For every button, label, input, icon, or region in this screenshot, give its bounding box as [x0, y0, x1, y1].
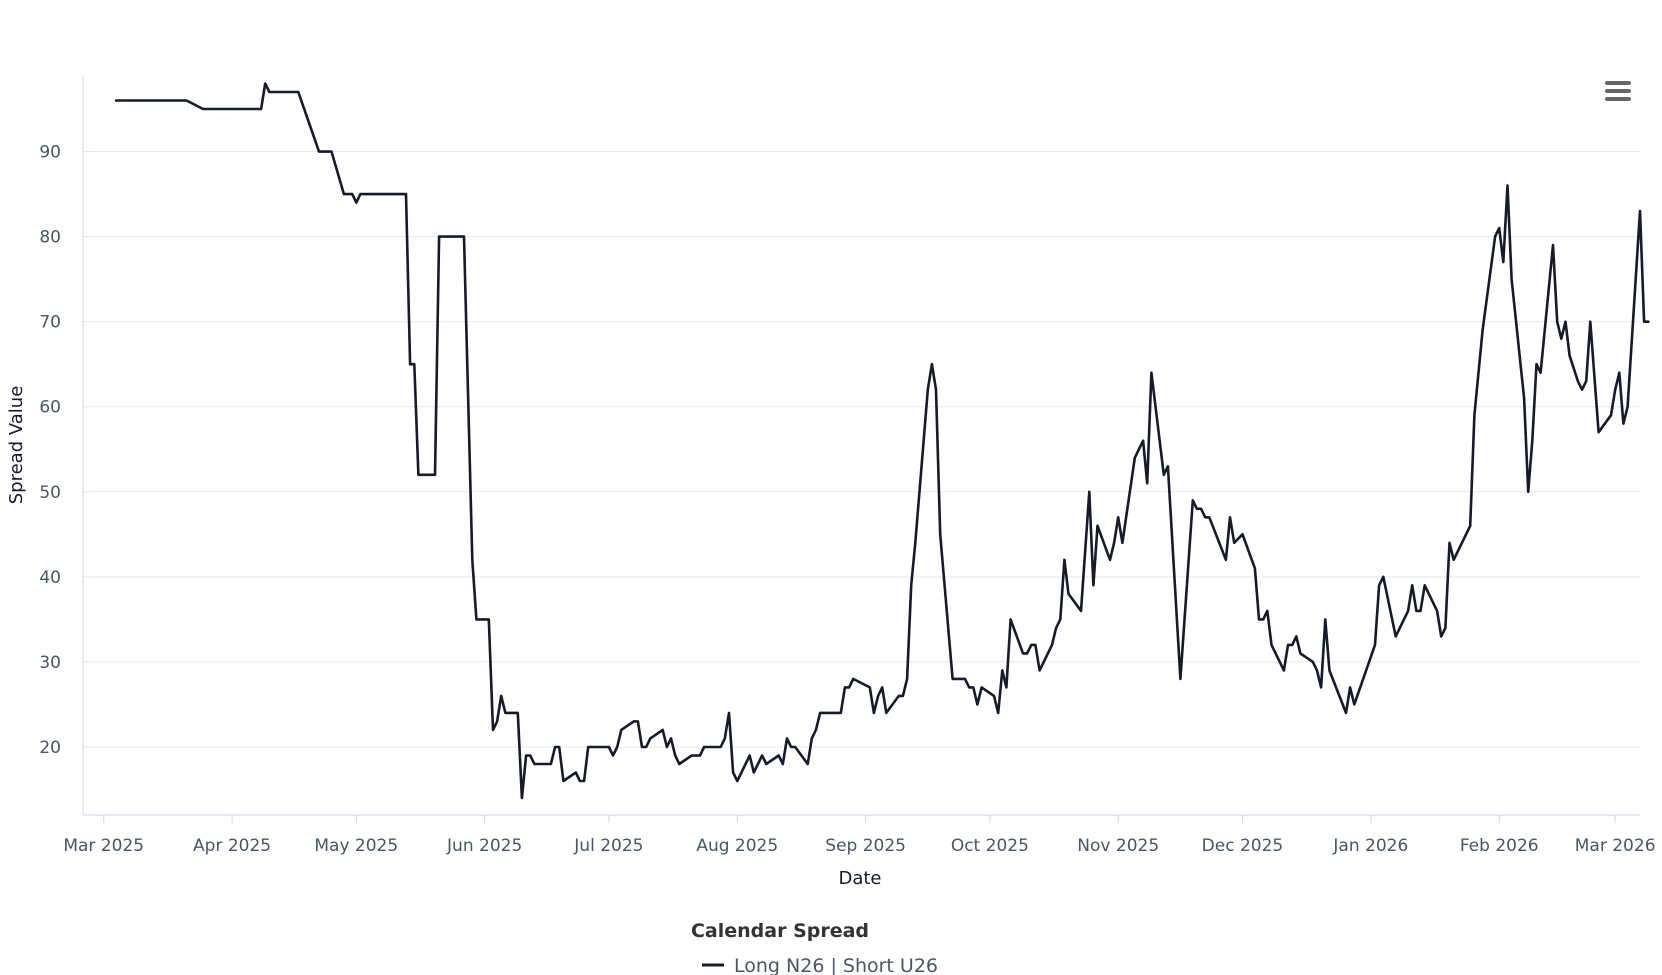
- x-tick-label: Dec 2025: [1202, 836, 1284, 856]
- x-tick-label: Mar 2026: [1575, 836, 1656, 856]
- x-axis-ticks: Mar 2025 Apr 2025 May 2025 Jun 2025 Jul 2025…: [63, 815, 1656, 856]
- x-tick-label: May 2025: [314, 836, 398, 856]
- legend-series-label[interactable]: Long N26 | Short U26: [734, 955, 938, 975]
- x-tick-label: Jan 2026: [1332, 836, 1408, 856]
- y-tick-label: 60: [39, 398, 61, 418]
- x-tick-label: Nov 2025: [1077, 836, 1159, 856]
- y-tick-label: 50: [39, 483, 61, 503]
- legend-title: Calendar Spread: [691, 920, 869, 942]
- x-tick-label: Apr 2025: [193, 836, 271, 856]
- x-tick-label: Feb 2026: [1460, 836, 1539, 856]
- x-axis-title: Date: [838, 868, 881, 889]
- x-tick-label: Sep 2025: [825, 836, 906, 856]
- x-tick-label: Oct 2025: [951, 836, 1029, 856]
- x-tick-label: Aug 2025: [696, 836, 778, 856]
- legend[interactable]: Calendar Spread Long N26 | Short U26: [691, 920, 938, 975]
- x-tick-label: Jun 2025: [446, 836, 522, 856]
- series-line-0[interactable]: [114, 82, 1650, 800]
- y-tick-label: 20: [39, 738, 61, 758]
- y-tick-label: 40: [39, 568, 61, 588]
- y-tick-label: 80: [39, 228, 61, 248]
- hamburger-menu-icon: [1605, 81, 1631, 101]
- x-tick-label: Mar 2025: [63, 836, 144, 856]
- y-axis-title: Spread Value: [6, 386, 27, 505]
- x-tick-label: Jul 2025: [573, 836, 643, 856]
- y-tick-label: 90: [39, 143, 61, 163]
- chart-menu-button[interactable]: [1600, 74, 1636, 108]
- y-tick-label: 30: [39, 653, 61, 673]
- series-layer: [114, 82, 1650, 800]
- gridlines: [83, 151, 1640, 748]
- y-axis-ticks: 20 30 40 50 60 70 80 90: [39, 143, 61, 758]
- y-tick-label: 70: [39, 313, 61, 333]
